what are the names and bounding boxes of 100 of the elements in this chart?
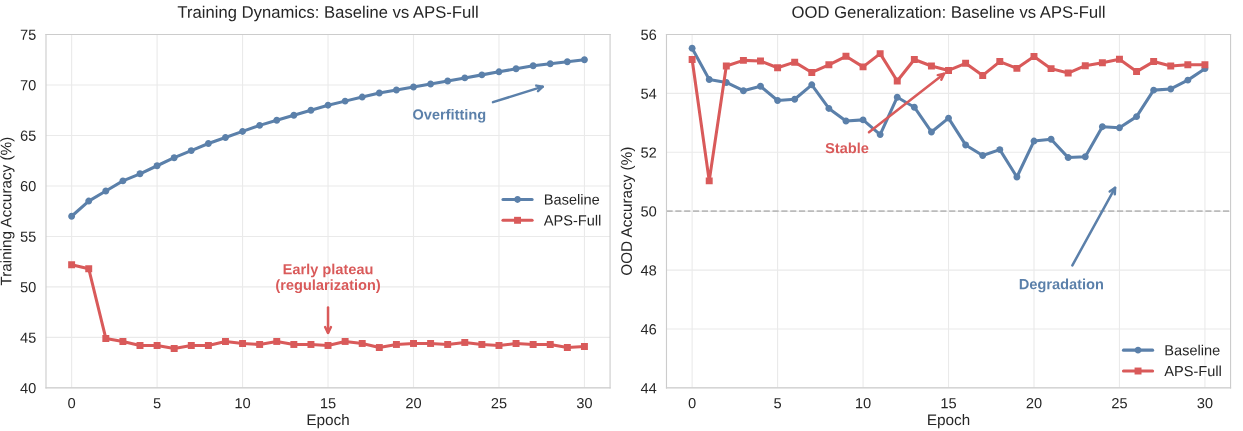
point [825,61,833,69]
x-tick-label: 15 [321,398,336,409]
point [68,261,76,269]
point [256,121,264,129]
y-tick-label: 50 [641,206,657,217]
point [876,50,884,58]
legend-label: APS-Full [1164,365,1221,377]
chart-title: OOD Generalization: Baseline vs APS-Full [792,5,1105,18]
point [774,96,782,104]
point [791,58,799,66]
point [910,56,918,63]
point [529,62,537,70]
x-tick-label: 10 [235,398,251,409]
y-tick-label: 65 [20,130,36,141]
point [1064,154,1072,162]
point [102,334,110,342]
point [1184,76,1192,84]
point [825,104,833,112]
point [239,340,247,347]
point [859,63,867,71]
point [996,146,1004,154]
y-tick-label: 60 [20,181,36,192]
point [307,341,315,348]
y-axis-title: OOD Accuracy (%) [620,147,635,275]
point [324,342,332,349]
point [290,341,298,348]
point [876,131,884,139]
point [307,106,315,114]
point [239,127,247,135]
point [893,93,901,101]
point [170,154,178,162]
point [341,97,349,105]
x-tick-label: 20 [406,398,422,409]
point [563,344,571,351]
x-axis-title: Epoch [307,413,349,429]
point [580,343,588,350]
y-tick-label: 52 [641,147,657,158]
point [444,77,452,85]
chart-title: Training Dynamics: Baseline vs APS-Full [177,5,478,22]
point [444,341,452,348]
point [546,60,554,68]
point [68,212,76,220]
y-tick-label: 48 [640,265,657,276]
point [739,56,747,64]
point [791,95,799,103]
point [1098,59,1106,67]
point [427,80,435,88]
point [1201,61,1209,69]
point [341,337,349,345]
point [153,342,161,349]
point [945,66,952,74]
y-tick-label: 70 [20,80,36,91]
point [927,128,935,136]
y-tick-label: 40 [20,383,36,394]
point [153,162,161,170]
annotation: Early plateau (regularization) [276,263,380,294]
x-tick-label: 5 [153,398,161,409]
point [273,116,281,124]
point [427,340,435,347]
point [962,59,970,67]
point [774,64,782,72]
point [512,340,520,347]
legend-label: Baseline [1165,344,1220,356]
point [136,170,144,178]
point [85,197,93,205]
y-axis-title: Training Accuracy (%) [0,137,15,286]
point [204,342,212,349]
point [1064,69,1072,77]
point [1133,68,1141,76]
point [85,265,93,273]
point [495,342,503,349]
point [757,82,764,90]
x-tick-label: 30 [576,398,592,409]
point [1184,61,1192,69]
point [842,52,850,60]
point [705,177,713,185]
point [1081,153,1089,161]
x-tick-label: 15 [941,398,957,409]
point [808,81,816,89]
x-tick-label: 30 [1197,398,1213,409]
point [392,341,400,348]
y-tick-label: 45 [20,332,36,343]
point [512,65,520,73]
y-tick-label: 50 [20,282,36,293]
point [222,134,229,141]
point [808,69,816,76]
point [563,58,571,66]
point [688,44,696,52]
point [478,341,486,348]
point [358,93,366,101]
point [546,341,554,348]
point [256,341,264,348]
point [375,89,383,97]
point [461,338,469,346]
annotation: Stable [825,142,869,154]
point [358,340,366,347]
point [119,337,127,345]
point [478,71,486,79]
point [1133,113,1141,121]
point [688,56,696,63]
